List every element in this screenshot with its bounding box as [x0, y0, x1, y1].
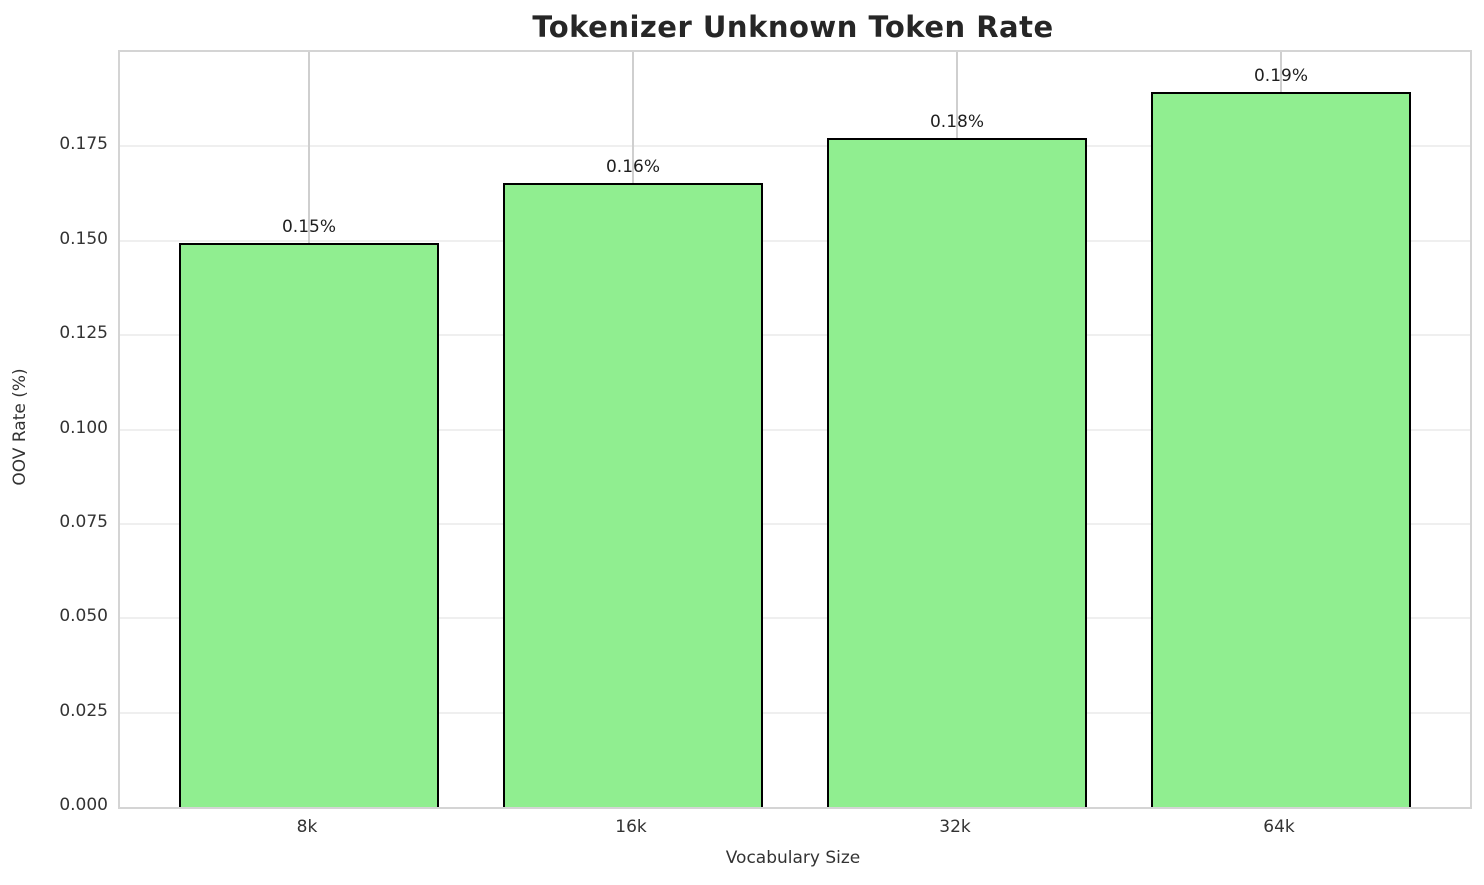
bar-8k: [179, 242, 439, 807]
gridline-horizontal: [120, 428, 1470, 431]
bar-32k: [827, 137, 1087, 807]
gridline-horizontal: [120, 239, 1470, 242]
y-tick-label: 0.075: [59, 511, 108, 532]
y-axis-label: OOV Rate (%): [10, 368, 30, 486]
x-tick-label: 16k: [615, 817, 647, 837]
gridline-horizontal: [120, 145, 1470, 148]
x-tick-label: 64k: [1263, 817, 1295, 837]
gridline-horizontal: [120, 711, 1470, 714]
bar-64k: [1151, 91, 1411, 807]
chart-title: Tokenizer Unknown Token Rate: [532, 10, 1054, 44]
x-tick-label: 32k: [939, 817, 971, 837]
bar-value-label: 0.18%: [929, 111, 984, 132]
gridline-horizontal: [120, 334, 1470, 337]
bar-value-label: 0.19%: [1253, 65, 1308, 86]
gridline-horizontal: [120, 617, 1470, 620]
x-axis-label: Vocabulary Size: [725, 848, 861, 868]
y-tick-label: 0.025: [59, 700, 108, 721]
gridline-horizontal: [120, 522, 1470, 525]
bar-value-label: 0.16%: [605, 157, 660, 177]
y-tick-label: 0.150: [59, 228, 108, 249]
bar-16k: [503, 183, 763, 807]
y-tick-label: 0.000: [59, 795, 108, 815]
bar-value-label: 0.15%: [281, 216, 336, 237]
y-tick-label: 0.125: [59, 323, 108, 344]
y-tick-label: 0.100: [59, 417, 108, 438]
x-tick-label: 8k: [296, 817, 318, 837]
y-tick-label: 0.050: [59, 606, 108, 627]
y-tick-label: 0.175: [59, 134, 108, 155]
plot-area: 0.15% 0.16% 0.18% 0.19%: [118, 50, 1472, 809]
